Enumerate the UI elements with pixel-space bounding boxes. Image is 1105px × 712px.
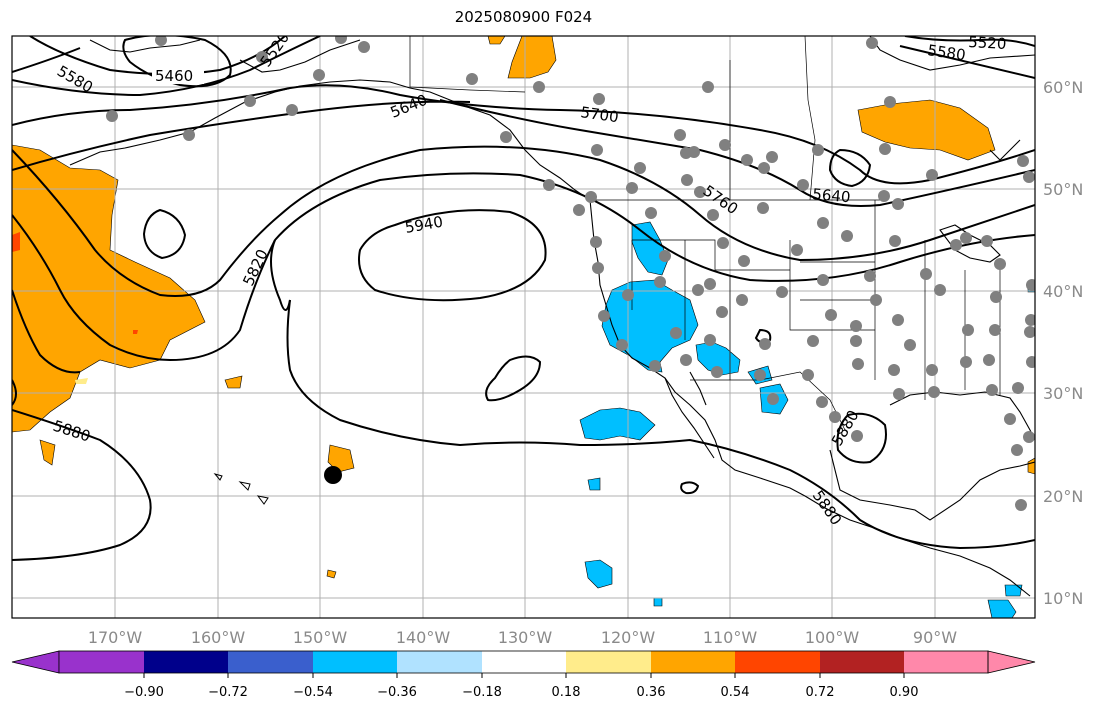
lon-label: 120°W <box>601 628 656 647</box>
colorbar-tick-label: 0.72 <box>806 685 835 700</box>
lat-label: 20°N <box>1043 487 1083 506</box>
lon-label: 130°W <box>498 628 553 647</box>
colorbar-segment <box>651 651 735 673</box>
colorbar-segment <box>820 651 904 673</box>
contour-label: 5640 <box>388 91 430 122</box>
lon-label: 140°W <box>396 628 451 647</box>
colorbar-tick-label: −0.54 <box>293 685 333 700</box>
lon-label: 170°W <box>88 628 143 647</box>
colorbar-tick-label: −0.18 <box>462 685 502 700</box>
colorbar-tick-label: −0.72 <box>208 685 248 700</box>
colorbar-segment <box>144 651 228 673</box>
map-frame <box>11 35 1036 619</box>
colorbar-segment <box>313 651 397 673</box>
colorbar-segment <box>228 651 313 673</box>
weak-positive-shading <box>75 378 88 384</box>
lat-label: 30°N <box>1043 384 1083 403</box>
colorbar-tick-label: 0.54 <box>721 685 750 700</box>
colorbar-tick-label: 0.36 <box>637 685 666 700</box>
lon-label: 110°W <box>703 628 758 647</box>
colorbar-tick-label: 0.18 <box>552 685 581 700</box>
lon-label: 90°W <box>913 628 957 647</box>
colorbar: −0.90 −0.72 −0.54 −0.36 −0.18 0.18 0.36 … <box>11 650 1036 700</box>
lat-label: 50°N <box>1043 180 1083 199</box>
lon-label: 150°W <box>293 628 348 647</box>
contour-label: 5820 <box>239 246 271 288</box>
colorbar-segment <box>904 651 988 673</box>
map-title: 2025080900 F024 <box>454 8 593 26</box>
lat-label: 40°N <box>1043 282 1083 301</box>
height-contours <box>12 36 1035 561</box>
colorbar-tick-label: −0.90 <box>124 685 164 700</box>
colorbar-tick-label: −0.36 <box>377 685 417 700</box>
colorbar-min-extension <box>11 650 60 674</box>
contour-label: 5640 <box>812 185 852 206</box>
contour-label: 5580 <box>926 41 966 64</box>
latitude-labels: 60°N 50°N 40°N 30°N 20°N 10°N <box>1043 78 1083 608</box>
lat-label: 60°N <box>1043 78 1083 97</box>
contour-label: 5700 <box>579 103 619 126</box>
colorbar-segment <box>566 651 651 673</box>
contour-label: 5520 <box>968 33 1007 53</box>
contour-label: 5460 <box>155 67 193 85</box>
contour-label: 5880 <box>809 487 846 529</box>
contour-label: 5760 <box>700 182 742 219</box>
colorbar-segment <box>735 651 820 673</box>
station-markers <box>106 36 1035 511</box>
lon-label: 160°W <box>191 628 246 647</box>
strong-positive-shading <box>12 232 138 334</box>
colorbar-tick-label: 0.90 <box>890 685 919 700</box>
longitude-labels: 170°W 160°W 150°W 140°W 130°W 120°W 110°… <box>88 628 957 647</box>
colorbar-segment <box>482 651 566 673</box>
positive-anomaly-shading <box>12 36 1035 579</box>
contour-label: 5520 <box>257 29 294 71</box>
contour-label: 5880 <box>51 417 93 446</box>
colorbar-segment <box>397 651 482 673</box>
map-area: 5460 5520 5580 5580 5520 5640 5640 5700 … <box>12 29 1035 618</box>
lon-label: 100°W <box>805 628 860 647</box>
contour-label: 5940 <box>404 213 445 237</box>
hawaii-islands <box>213 473 269 505</box>
highlight-point-marker <box>324 466 342 484</box>
colorbar-max-extension <box>987 650 1036 674</box>
colorbar-segment <box>59 651 144 673</box>
lat-label: 10°N <box>1043 589 1083 608</box>
